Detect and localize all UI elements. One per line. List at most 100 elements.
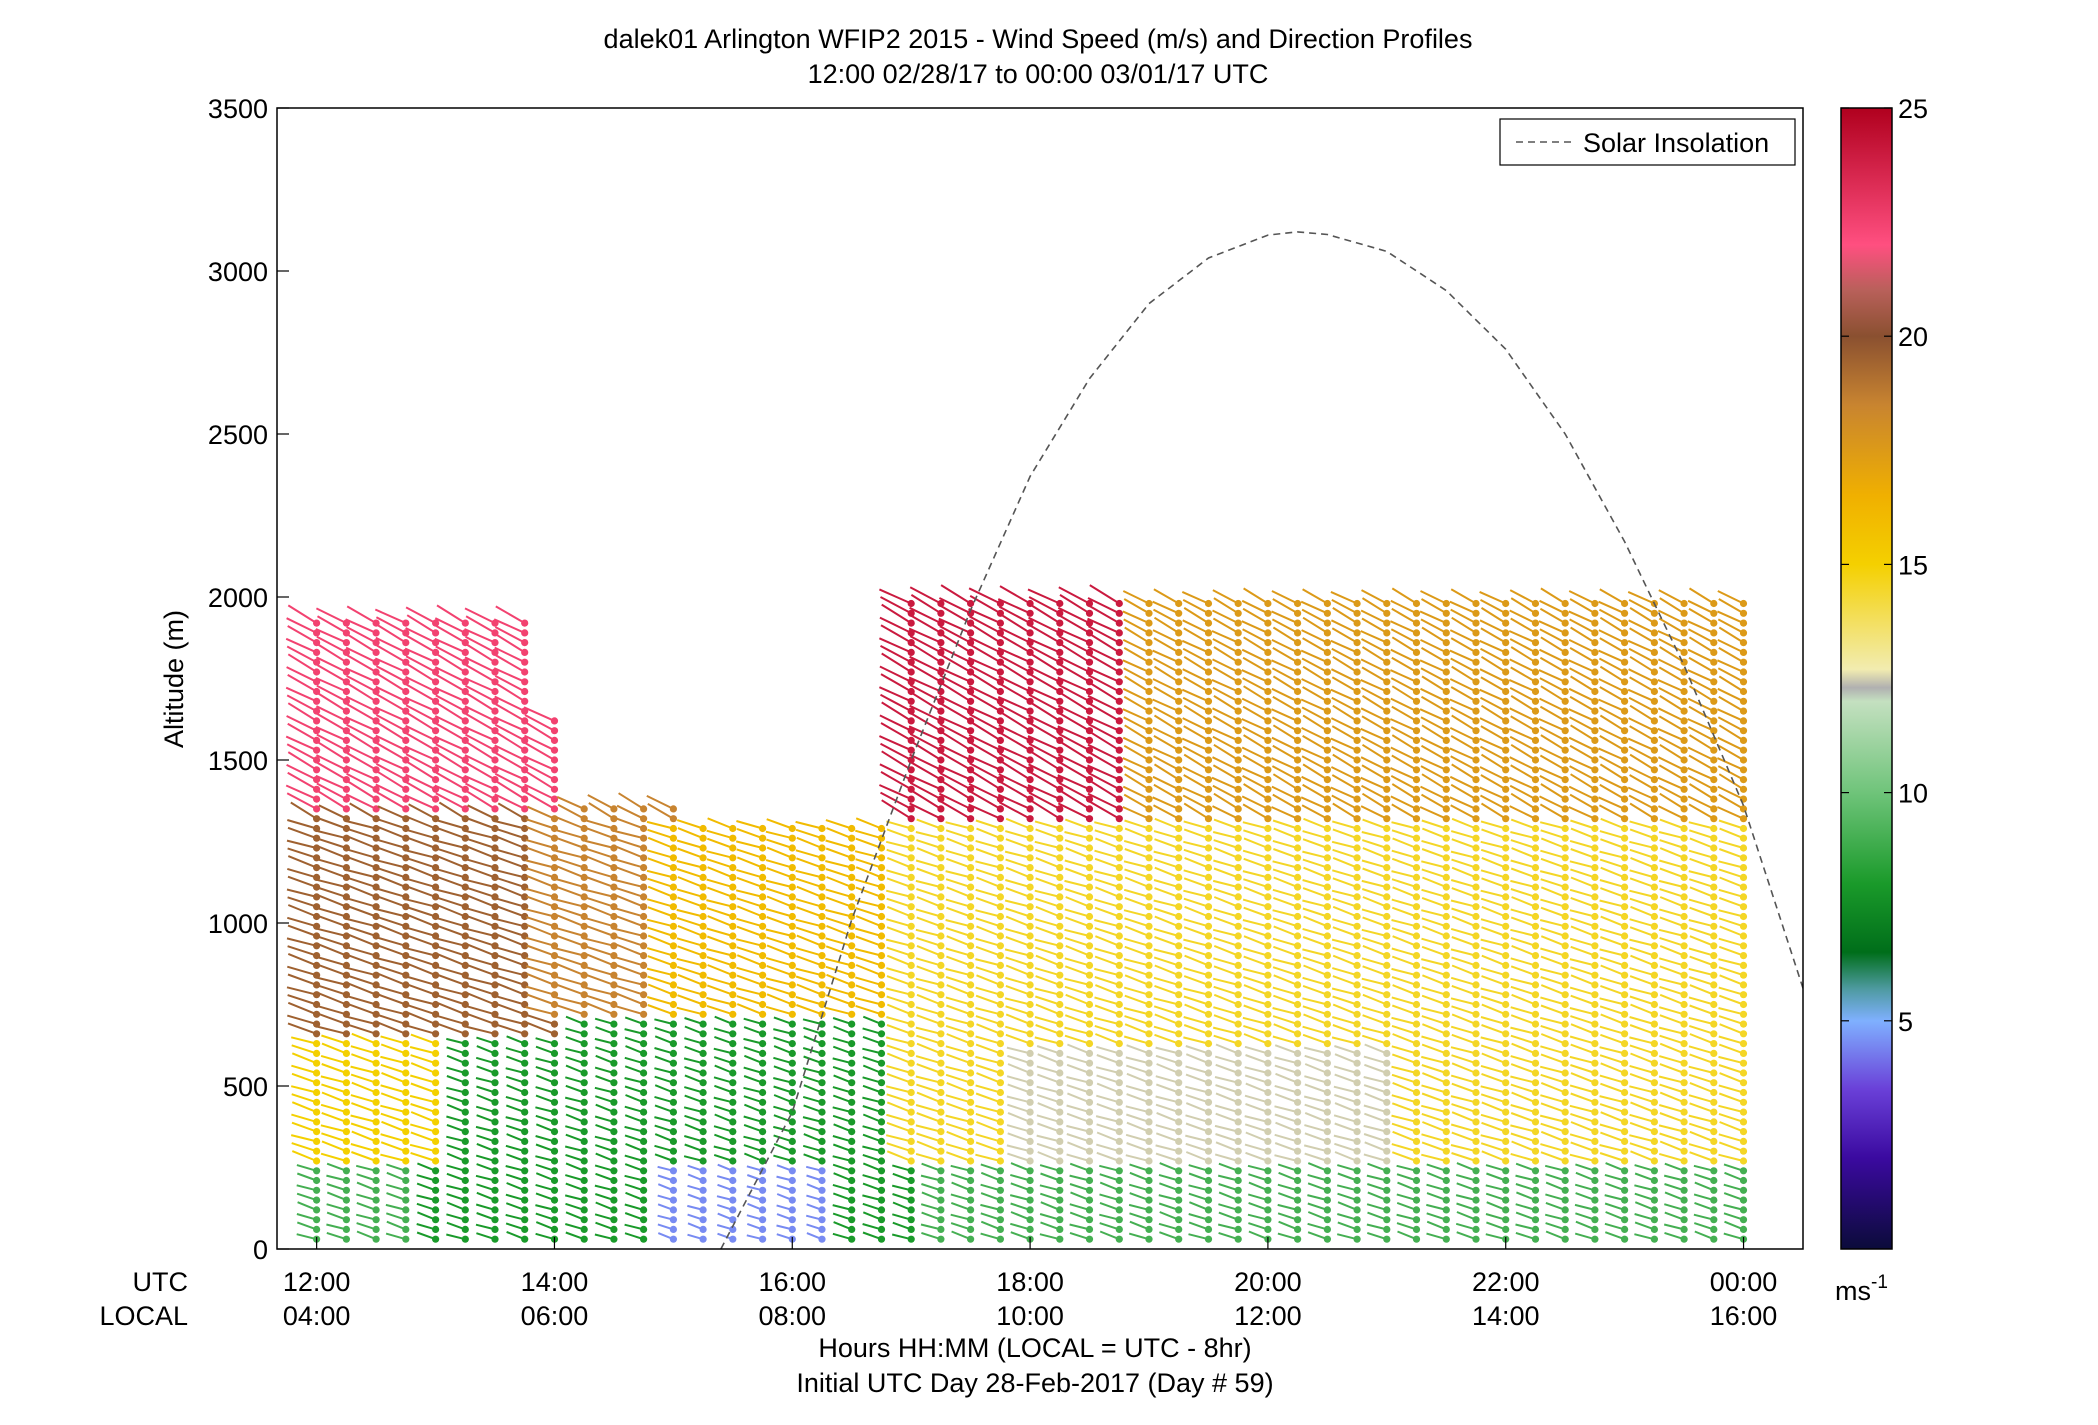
- wind-barb-point: [1294, 1225, 1302, 1233]
- wind-barb: [525, 916, 555, 928]
- wind-barb-point: [937, 864, 945, 872]
- wind-barb-point: [1234, 834, 1242, 842]
- wind-barb: [406, 1011, 436, 1026]
- wind-barb: [1214, 1104, 1239, 1114]
- wind-barb-point: [1175, 1030, 1183, 1038]
- wind-barb-point: [1294, 687, 1302, 696]
- wind-barb: [1331, 627, 1358, 644]
- wind-barb-point: [342, 1167, 350, 1175]
- wind-barb: [291, 1142, 317, 1153]
- wind-barb-point: [313, 648, 321, 657]
- wind-barb: [1451, 936, 1477, 947]
- wind-barb: [1122, 590, 1150, 605]
- wind-barb: [939, 800, 972, 820]
- wind-barb-point: [1175, 844, 1183, 852]
- wind-barb-point: [1472, 1108, 1480, 1116]
- wind-barb-point: [877, 1225, 886, 1233]
- wind-barb: [317, 1012, 347, 1026]
- wind-barb-point: [1294, 785, 1302, 793]
- wind-barb-point: [1085, 824, 1094, 833]
- wind-barb-point: [1145, 893, 1153, 901]
- wind-barb-point: [1294, 1137, 1302, 1145]
- wind-barb-point: [432, 1167, 440, 1175]
- wind-barb: [1362, 916, 1388, 928]
- wind-barb: [377, 1021, 407, 1035]
- wind-barb-point: [1204, 727, 1213, 735]
- wind-barb-point: [1145, 1079, 1153, 1087]
- wind-barb-point: [402, 678, 410, 686]
- wind-barb-point: [521, 1206, 529, 1214]
- wind-barb: [287, 674, 318, 693]
- wind-barb: [1123, 598, 1150, 615]
- wind-barb: [945, 996, 971, 1006]
- wind-barb: [1510, 1083, 1536, 1094]
- wind-barb-point: [580, 903, 588, 911]
- wind-barb: [375, 1005, 407, 1016]
- wind-barb-point: [1383, 1206, 1391, 1214]
- wind-barb-point: [1323, 1079, 1331, 1087]
- wind-barb-point: [1145, 1118, 1153, 1126]
- wind-barb: [1028, 742, 1061, 761]
- wind-barb-point: [759, 991, 767, 999]
- wind-barb-point: [1204, 756, 1213, 764]
- wind-barb-point: [1323, 707, 1331, 715]
- wind-barb-point: [372, 795, 380, 803]
- wind-barb-point: [1056, 619, 1064, 627]
- wind-barb: [1481, 1072, 1507, 1084]
- wind-barb-point: [1383, 1098, 1391, 1106]
- wind-barb-point: [640, 1157, 648, 1165]
- wind-barb-point: [1472, 991, 1480, 999]
- wind-barb: [347, 856, 377, 869]
- wind-barb: [317, 914, 347, 928]
- wind-barb-point: [1056, 952, 1064, 960]
- wind-barb: [1391, 705, 1418, 722]
- wind-barb-point: [313, 1128, 321, 1136]
- wind-barb-point: [640, 883, 648, 891]
- wind-barb-point: [580, 1069, 588, 1077]
- wind-barb: [1302, 665, 1328, 683]
- wind-barb: [945, 967, 971, 977]
- wind-barb: [1005, 927, 1031, 937]
- wind-barb: [615, 964, 644, 977]
- wind-barb: [1363, 1076, 1388, 1084]
- wind-barb-point: [1323, 971, 1331, 979]
- wind-barb-point: [640, 854, 648, 862]
- wind-barb: [1183, 938, 1209, 947]
- wind-barb-point: [1175, 961, 1183, 970]
- wind-barb-point: [1145, 1186, 1153, 1194]
- wind-barb: [1480, 840, 1506, 849]
- wind-barb-point: [1412, 1108, 1421, 1116]
- wind-barb-point: [432, 678, 440, 686]
- wind-barb-point: [610, 1128, 618, 1136]
- wind-barb: [287, 945, 317, 957]
- wind-barb: [287, 916, 317, 928]
- wind-barb-point: [342, 903, 350, 911]
- wind-barb-point: [1472, 766, 1480, 774]
- wind-barb-point: [1531, 1225, 1540, 1233]
- wind-barb: [1449, 600, 1477, 615]
- wind-barb-point: [491, 1235, 499, 1243]
- wind-barb: [1005, 1005, 1031, 1016]
- wind-barb-point: [818, 854, 826, 862]
- wind-barb-point: [491, 1167, 499, 1175]
- wind-barb: [1391, 607, 1418, 624]
- wind-barb-point: [1531, 815, 1540, 823]
- wind-barb-point: [1442, 1000, 1450, 1009]
- wind-barb-point: [1085, 795, 1094, 803]
- wind-barb: [376, 624, 407, 644]
- wind-barb-point: [1412, 619, 1421, 627]
- wind-barb: [999, 585, 1031, 605]
- wind-barb-point: [580, 952, 588, 960]
- wind-barb-point: [491, 1098, 499, 1106]
- wind-barb: [1391, 1016, 1417, 1026]
- wind-barb: [1212, 589, 1239, 605]
- wind-barb-point: [1353, 1098, 1361, 1106]
- wind-barb: [975, 1084, 1001, 1094]
- wind-barb: [1122, 736, 1150, 752]
- wind-barb: [1391, 1045, 1417, 1055]
- wind-barb: [555, 975, 585, 986]
- wind-barb: [1242, 1016, 1269, 1026]
- wind-barb: [1096, 1045, 1120, 1055]
- wind-barb: [676, 986, 704, 996]
- wind-barb-point: [1204, 932, 1213, 940]
